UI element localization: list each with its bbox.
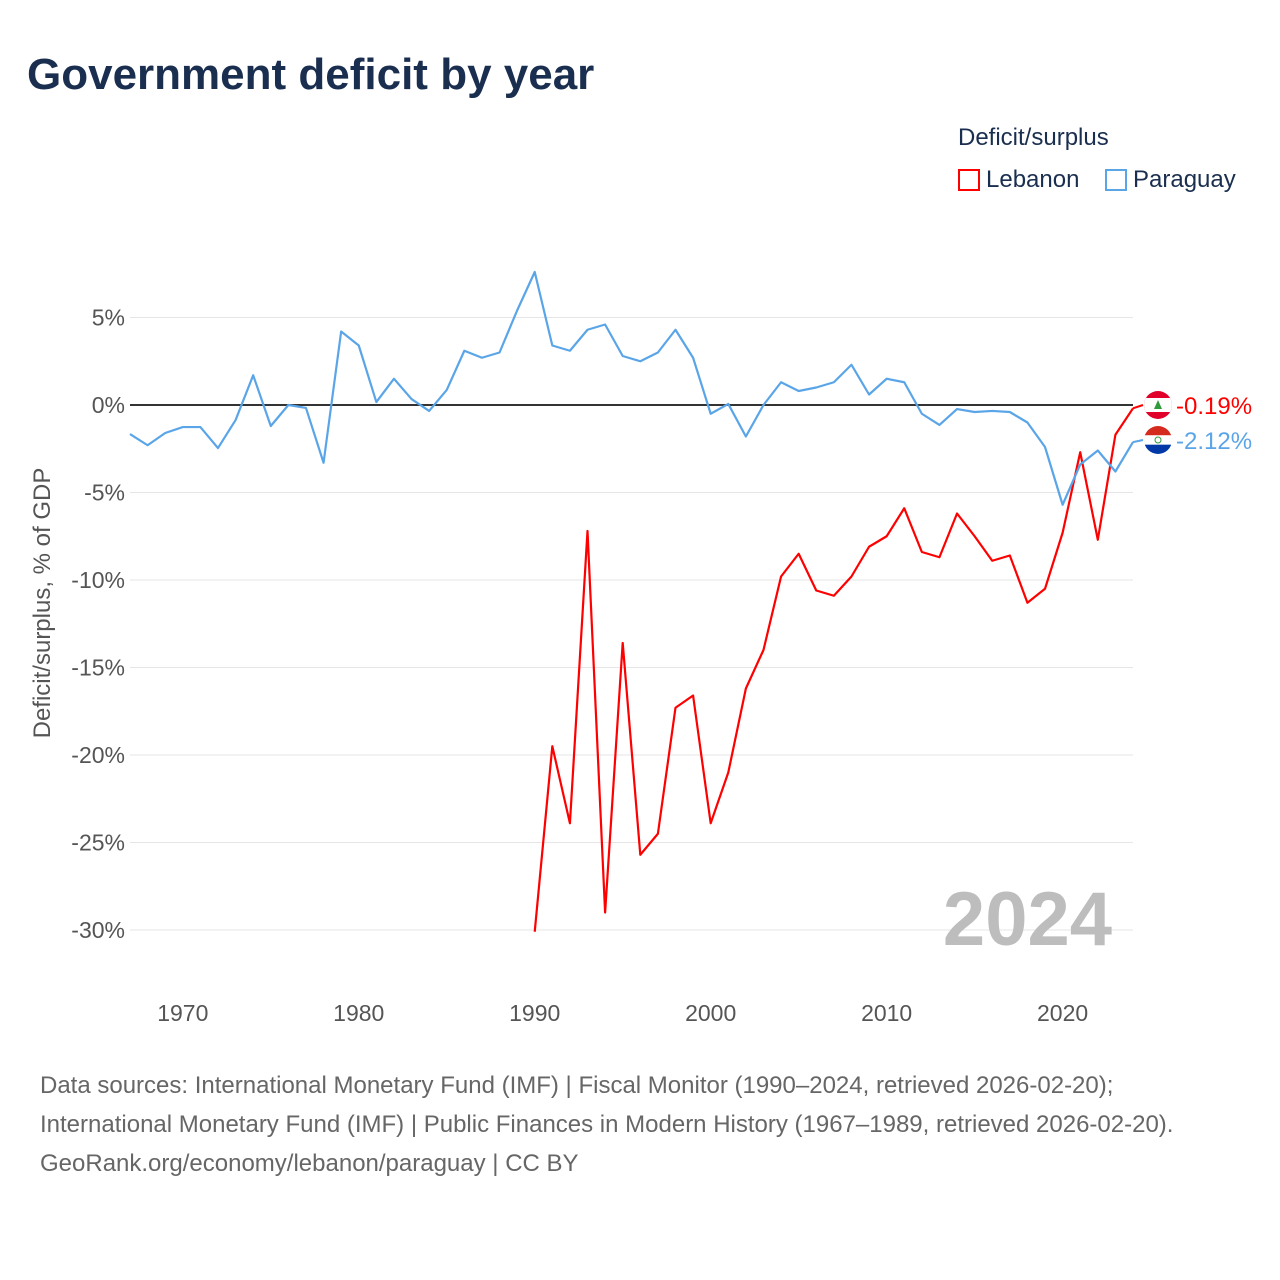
plot-area: 5% 0% -5% -10% -15% -20% -25% -30% 1970 1980 1990 2… xyxy=(29,270,1252,1026)
x-tick-label: 2000 xyxy=(685,1000,736,1026)
x-tick-label: 2010 xyxy=(861,1000,912,1026)
y-tick-label: -10% xyxy=(71,567,125,593)
footer: Data sources: International Monetary Fun… xyxy=(40,1066,1240,1183)
label-connector xyxy=(1132,404,1144,410)
y-tick-label: -20% xyxy=(71,742,125,768)
x-tick-label: 2020 xyxy=(1037,1000,1088,1026)
flag-stripes xyxy=(1144,391,1172,419)
label-connector xyxy=(1132,439,1144,444)
legend-swatch-paraguay xyxy=(1105,169,1127,191)
flag-paraguay-icon xyxy=(1144,426,1172,454)
flag-stripes xyxy=(1144,426,1172,454)
flag-red xyxy=(1144,426,1172,436)
cedar-icon xyxy=(1154,400,1162,409)
series-line-paraguay xyxy=(129,270,1134,506)
legend-label: Lebanon xyxy=(986,166,1080,193)
legend-label: Paraguay xyxy=(1133,166,1236,193)
legend-item-paraguay[interactable]: Paraguay xyxy=(1105,166,1236,194)
y-tick-label: -25% xyxy=(71,830,125,856)
end-value-label: -2.12% xyxy=(1176,428,1252,455)
credit-link[interactable]: GeoRank.org/economy/lebanon/paraguay | C… xyxy=(40,1150,579,1177)
year-watermark: 2024 xyxy=(943,877,1112,962)
legend-item-lebanon[interactable]: Lebanon xyxy=(958,166,1079,194)
legend-title: Deficit/surplus xyxy=(958,124,1109,151)
y-tick-label: -5% xyxy=(84,480,125,506)
flag-white xyxy=(1144,435,1172,445)
y-tick-label: 0% xyxy=(92,392,125,418)
flag-blue xyxy=(1144,444,1172,454)
series-line-lebanon xyxy=(533,407,1134,932)
data-sources: Data sources: International Monetary Fun… xyxy=(40,1072,1174,1138)
y-tick-label: -30% xyxy=(71,917,125,943)
y-axis-label: Deficit/surplus, % of GDP xyxy=(29,468,56,739)
chart-title: Government deficit by year xyxy=(27,50,595,99)
emblem-icon xyxy=(1154,436,1162,444)
x-tick-label: 1970 xyxy=(157,1000,208,1026)
x-tick-label: 1990 xyxy=(509,1000,560,1026)
y-tick-label: 5% xyxy=(92,305,125,331)
y-tick-label: -15% xyxy=(71,655,125,681)
flag-lebanon-icon xyxy=(1144,391,1172,419)
end-value-label: -0.19% xyxy=(1176,393,1252,420)
legend-swatch-lebanon xyxy=(958,169,980,191)
x-tick-label: 1980 xyxy=(333,1000,384,1026)
